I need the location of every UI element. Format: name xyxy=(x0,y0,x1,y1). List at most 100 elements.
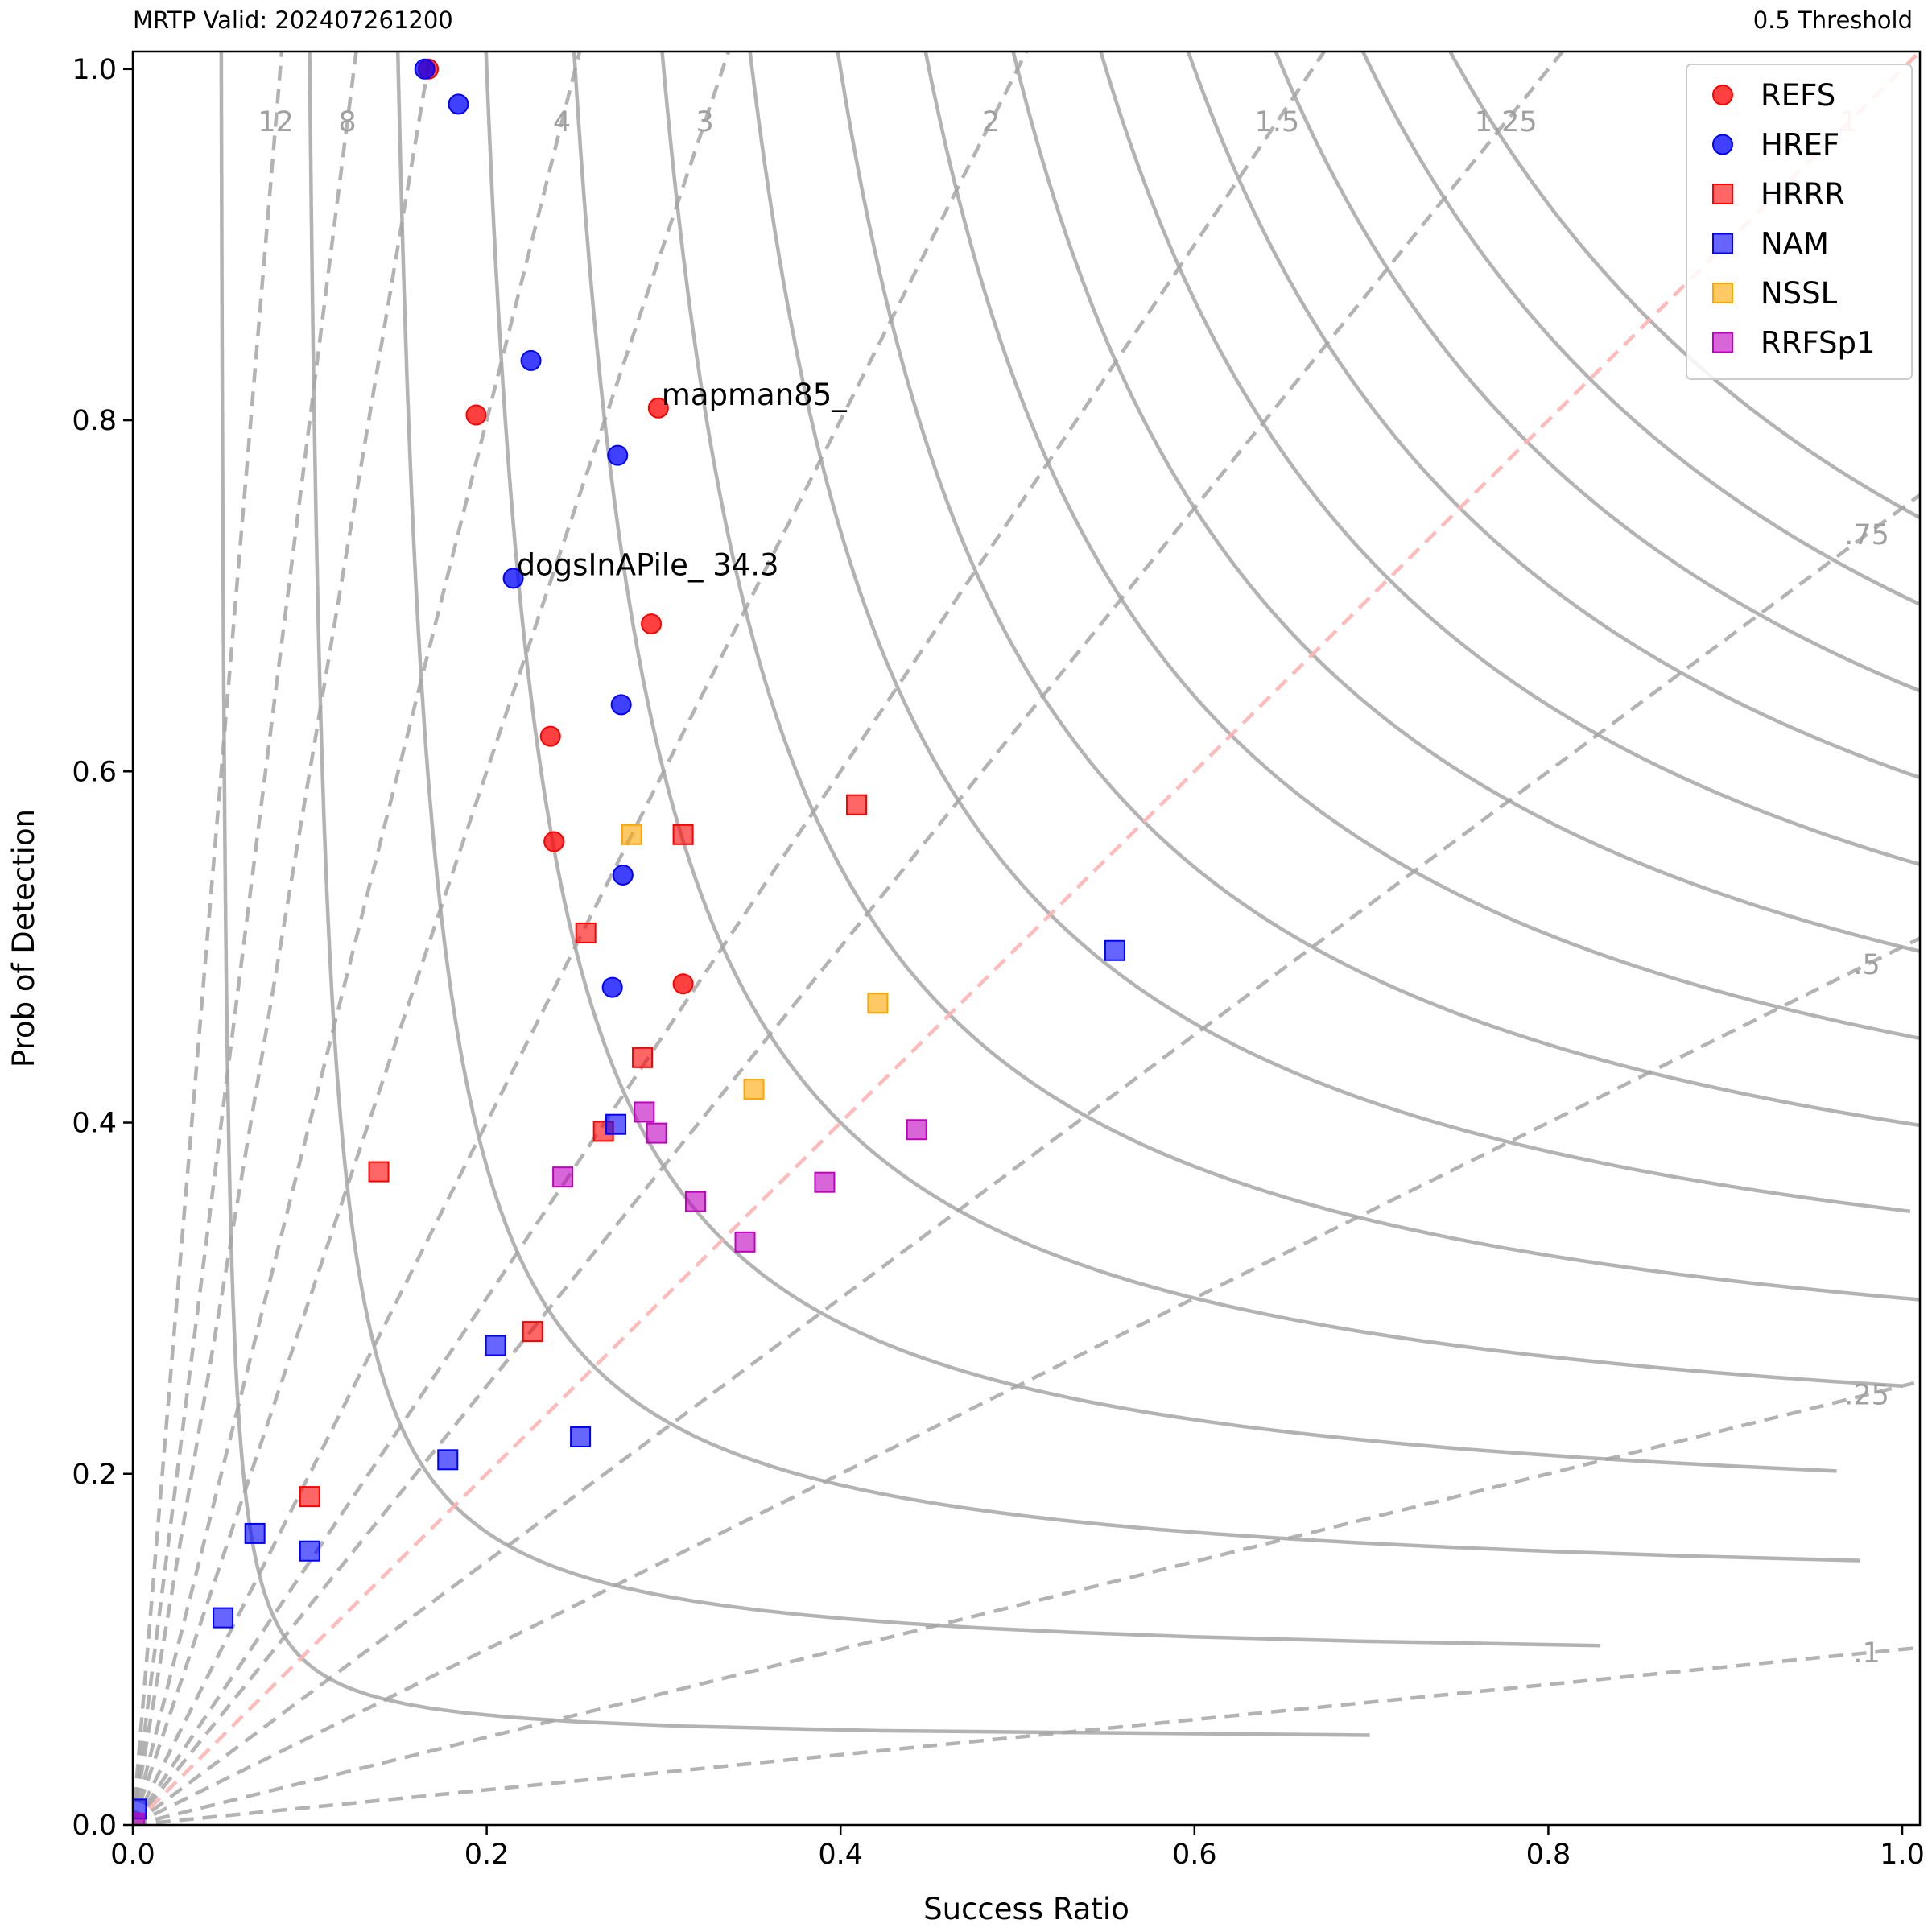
bias-label: 4 xyxy=(553,106,571,138)
point-nam xyxy=(605,1113,627,1135)
point-refs xyxy=(647,397,669,419)
point-annotation: mapman85_ xyxy=(662,378,847,412)
point-rrfsp1 xyxy=(646,1122,667,1144)
csi-contour xyxy=(308,52,1601,1648)
point-href xyxy=(610,694,632,716)
annotations: mapman85_ dogsInAPile_ 34.3 xyxy=(517,378,848,583)
point-refs xyxy=(641,613,663,635)
bias-label: 3 xyxy=(696,106,714,138)
y-axis-label: Prob of Detection xyxy=(6,809,41,1067)
point-href xyxy=(502,568,524,589)
y-tick-label: 0.8 xyxy=(72,405,117,437)
csi-contour xyxy=(923,52,1920,1041)
csi-contour xyxy=(219,52,1370,1737)
x-tick-label: 0.2 xyxy=(464,1839,510,1871)
bias-label: 1.5 xyxy=(1255,106,1300,138)
data-points xyxy=(133,58,1125,1825)
bias-lines xyxy=(133,52,1920,1825)
point-refs xyxy=(543,831,565,852)
point-nam xyxy=(570,1426,592,1447)
point-rrfsp1 xyxy=(634,1101,655,1123)
bias-label: 12 xyxy=(258,106,294,138)
axes: 0.0 0.2 0.4 0.6 0.8 1.0 0.0 0.2 0.4 0.6 0.8 1.0 Succ… xyxy=(6,50,1925,1926)
legend: REFS HREF HRRR NAM NSSL RRFSp1 xyxy=(1686,64,1913,380)
csi-contour xyxy=(484,52,1837,1473)
y-tick-label: 0.0 xyxy=(72,1810,117,1842)
point-rrfsp1 xyxy=(814,1171,836,1193)
point-href xyxy=(607,444,629,466)
point-nam xyxy=(1104,939,1125,961)
csi-contour xyxy=(1360,52,1920,607)
legend-box xyxy=(1686,64,1913,380)
bias-line xyxy=(133,492,1920,1825)
point-hrrr xyxy=(368,1161,390,1183)
y-tick-label: 0.2 xyxy=(72,1459,117,1491)
point-hrrr xyxy=(299,1486,320,1508)
csi-contour xyxy=(836,52,1920,1128)
bias-line xyxy=(133,52,1920,1825)
bias-label: .75 xyxy=(1844,519,1889,551)
bias-label: .5 xyxy=(1853,949,1880,981)
legend-marker-href xyxy=(1712,134,1733,155)
legend-label-nam: NAM xyxy=(1761,227,1829,262)
point-href xyxy=(414,58,436,80)
csi-contour xyxy=(572,52,1903,1388)
csi-contour xyxy=(1186,52,1920,780)
point-refs xyxy=(539,725,561,747)
x-tick-label: 1.0 xyxy=(1880,1839,1925,1871)
point-href xyxy=(612,864,634,886)
point-hrrr xyxy=(522,1321,543,1343)
bias-line xyxy=(133,1379,1920,1825)
y-tick-label: 0.4 xyxy=(72,1108,117,1140)
point-rrfsp1 xyxy=(133,1812,146,1825)
point-nssl xyxy=(867,993,889,1014)
csi-contour xyxy=(1098,52,1920,867)
csi-contour xyxy=(395,52,1860,1563)
legend-label-rrfsp1: RRFSp1 xyxy=(1761,326,1876,361)
point-rrfsp1 xyxy=(906,1119,927,1141)
bias-line xyxy=(133,935,1920,1825)
bias-label: .1 xyxy=(1853,1637,1880,1670)
point-nam xyxy=(213,1607,234,1629)
bias-label: 1.25 xyxy=(1475,106,1538,138)
x-tick-label: 0.4 xyxy=(818,1839,863,1871)
x-tick-label: 0.6 xyxy=(1172,1839,1217,1871)
point-nam xyxy=(299,1540,320,1562)
point-refs xyxy=(465,404,487,426)
point-rrfsp1 xyxy=(734,1231,756,1253)
point-nssl xyxy=(621,824,642,845)
point-href xyxy=(448,93,469,115)
point-href xyxy=(520,349,542,371)
point-nam xyxy=(485,1335,506,1356)
bias-label: 8 xyxy=(338,106,356,138)
legend-marker-refs xyxy=(1712,85,1733,105)
legend-label-href: HREF xyxy=(1761,128,1839,163)
bias-line xyxy=(133,1645,1920,1825)
legend-marker-hrrr xyxy=(1712,184,1733,204)
point-rrfsp1 xyxy=(552,1166,574,1188)
point-annotation: dogsInAPile_ 34.3 xyxy=(517,547,779,582)
legend-marker-nssl xyxy=(1712,283,1733,303)
point-nam xyxy=(437,1449,459,1471)
bias-label: 2 xyxy=(982,106,1000,138)
point-href xyxy=(601,976,623,998)
x-tick-label: 0.0 xyxy=(110,1839,155,1871)
csi-contour xyxy=(1274,52,1920,693)
bias-line xyxy=(133,52,1565,1825)
csi-contour xyxy=(660,52,1920,1302)
csi-contour xyxy=(748,52,1911,1214)
threshold-label: 0.5 Threshold xyxy=(1752,6,1913,34)
csi-contour xyxy=(1011,52,1920,954)
legend-label-hrrr: HRRR xyxy=(1761,177,1845,212)
csi-contour xyxy=(1447,52,1920,520)
point-nam xyxy=(244,1522,266,1544)
point-hrrr xyxy=(845,794,867,815)
x-tick-label: 0.8 xyxy=(1526,1839,1571,1871)
point-hrrr xyxy=(672,824,694,845)
legend-label-refs: REFS xyxy=(1761,78,1835,113)
legend-marker-rrfsp1 xyxy=(1712,332,1733,353)
y-tick-label: 0.6 xyxy=(72,756,117,788)
